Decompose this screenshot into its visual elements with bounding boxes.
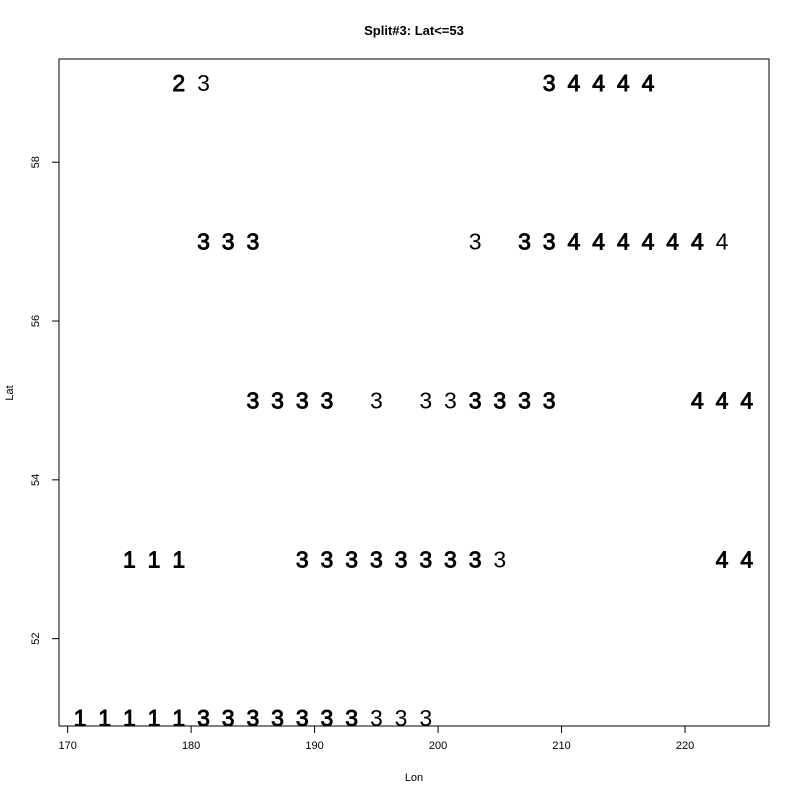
data-point-label: 4 — [691, 229, 704, 255]
data-point-label: 1 — [172, 705, 185, 731]
data-point-label: 3 — [543, 387, 556, 413]
data-point-label: 1 — [148, 705, 161, 731]
data-point-label: 3 — [197, 705, 210, 731]
data-point-label: 3 — [444, 387, 457, 413]
data-point-label: 3 — [518, 229, 531, 255]
data-point-label: 3 — [345, 546, 358, 572]
data-point-label: 3 — [296, 387, 309, 413]
data-point-label: 3 — [543, 70, 556, 96]
data-point-label: 3 — [469, 387, 482, 413]
y-axis: 52 54 56 58 — [30, 156, 60, 645]
data-point-label: 3 — [543, 229, 556, 255]
data-point-label: 3 — [197, 70, 210, 96]
data-point-label: 3 — [246, 705, 259, 731]
data-point-label: 1 — [172, 546, 185, 572]
data-point-label: 1 — [123, 546, 136, 572]
data-point-label: 3 — [296, 705, 309, 731]
y-tick-label: 52 — [30, 633, 42, 645]
x-axis: 170 180 190 200 210 220 — [58, 725, 694, 752]
data-point-label: 4 — [642, 70, 655, 96]
data-point-label: 4 — [716, 229, 729, 255]
x-axis-label: Lon — [405, 772, 423, 784]
y-tick-label: 58 — [30, 156, 42, 168]
x-tick-label: 210 — [552, 740, 570, 752]
data-point-label: 4 — [716, 387, 729, 413]
data-point-label: 4 — [592, 229, 605, 255]
chart-title: Split#3: Lat<=53 — [364, 23, 464, 38]
data-point-label: 3 — [419, 705, 432, 731]
data-point-label: 1 — [98, 705, 111, 731]
x-tick-label: 200 — [429, 740, 447, 752]
data-point-label: 3 — [419, 387, 432, 413]
data-point-label: 4 — [740, 546, 753, 572]
data-point-label: 4 — [666, 229, 679, 255]
y-tick-label: 54 — [30, 474, 42, 486]
data-point-label: 3 — [370, 546, 383, 572]
x-tick-label: 180 — [182, 740, 200, 752]
data-point-label: 3 — [469, 229, 482, 255]
data-point-label: 4 — [642, 229, 655, 255]
data-point-label: 3 — [419, 546, 432, 572]
data-point-label: 3 — [493, 387, 506, 413]
data-point-label: 3 — [246, 387, 259, 413]
data-point-label: 4 — [568, 229, 581, 255]
data-point-label: 3 — [518, 387, 531, 413]
data-point-label: 3 — [271, 387, 284, 413]
x-tick-label: 220 — [676, 740, 694, 752]
data-point-label: 3 — [197, 229, 210, 255]
data-point-label: 3 — [469, 546, 482, 572]
plot-frame — [58, 58, 770, 727]
data-point-label: 1 — [74, 705, 87, 731]
data-point-label: 2 — [172, 70, 185, 96]
data-point-label: 3 — [321, 546, 334, 572]
data-point-label: 1 — [148, 546, 161, 572]
data-point-label: 3 — [370, 705, 383, 731]
data-point-label: 3 — [271, 705, 284, 731]
data-point-label: 3 — [246, 229, 259, 255]
data-point-label: 4 — [740, 387, 753, 413]
data-point-label: 3 — [370, 387, 383, 413]
data-point-label: 4 — [617, 70, 630, 96]
data-point-label: 3 — [345, 705, 358, 731]
data-point-label: 3 — [222, 705, 235, 731]
data-point-label: 4 — [617, 229, 630, 255]
data-point-label: 3 — [321, 705, 334, 731]
data-point-label: 3 — [296, 546, 309, 572]
y-tick-label: 56 — [30, 315, 42, 327]
x-tick-label: 170 — [58, 740, 76, 752]
data-point-label: 3 — [444, 546, 457, 572]
data-point-label: 4 — [568, 70, 581, 96]
data-point-label: 3 — [222, 229, 235, 255]
data-point-label: 4 — [592, 70, 605, 96]
data-point-label: 4 — [691, 387, 704, 413]
data-point-label: 4 — [716, 546, 729, 572]
data-points: 1 1 1 1 1 3 3 3 3 3 3 3 3 3 31 1 1 3 3 3 3 3 3 3 3 3 4 43 3 3 3 3 3 3 3 3 3 3… — [73, 69, 754, 731]
data-point-label: 3 — [395, 546, 408, 572]
data-point-label: 1 — [123, 705, 136, 731]
data-point-label: 3 — [321, 387, 334, 413]
x-tick-label: 190 — [305, 740, 323, 752]
data-point-label: 3 — [395, 705, 408, 731]
data-point-label: 3 — [493, 546, 506, 572]
y-axis-label: Lat — [4, 385, 16, 400]
